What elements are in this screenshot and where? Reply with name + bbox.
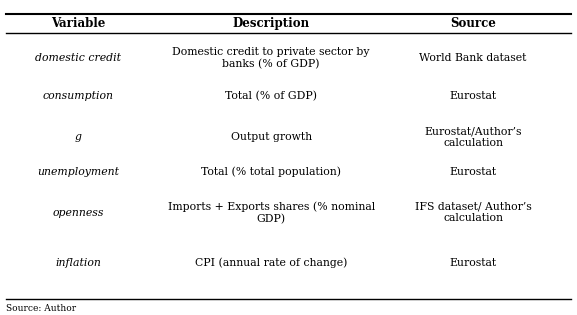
- Text: World Bank dataset: World Bank dataset: [419, 53, 527, 63]
- Text: unemployment: unemployment: [37, 167, 119, 177]
- Text: openness: openness: [52, 208, 104, 218]
- Text: domestic credit: domestic credit: [35, 53, 121, 63]
- Text: Eurostat: Eurostat: [449, 167, 497, 177]
- Text: consumption: consumption: [42, 91, 114, 101]
- Text: inflation: inflation: [55, 258, 101, 268]
- Text: Description: Description: [233, 17, 310, 30]
- Text: Domestic credit to private sector by
banks (% of GDP): Domestic credit to private sector by ban…: [173, 47, 370, 69]
- Text: g: g: [74, 132, 81, 142]
- Text: Imports + Exports shares (% nominal
GDP): Imports + Exports shares (% nominal GDP): [167, 201, 375, 224]
- Text: IFS dataset/ Author’s
calculation: IFS dataset/ Author’s calculation: [415, 202, 531, 223]
- Text: Total (% of GDP): Total (% of GDP): [225, 91, 317, 101]
- Text: Variable: Variable: [51, 17, 105, 30]
- Text: Source: Author: Source: Author: [6, 304, 76, 313]
- Text: Source: Source: [450, 17, 496, 30]
- Text: Eurostat: Eurostat: [449, 258, 497, 268]
- Text: Output growth: Output growth: [231, 132, 312, 142]
- Text: Total (% total population): Total (% total population): [201, 166, 341, 177]
- Text: Eurostat/Author’s
calculation: Eurostat/Author’s calculation: [425, 126, 522, 148]
- Text: Eurostat: Eurostat: [449, 91, 497, 101]
- Text: CPI (annual rate of change): CPI (annual rate of change): [195, 258, 347, 268]
